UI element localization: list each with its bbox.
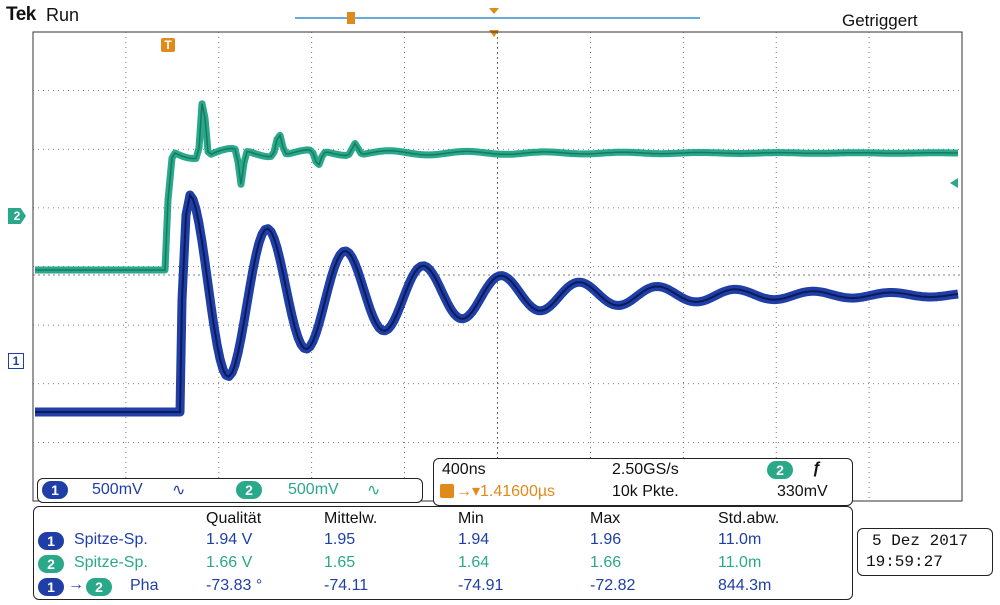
header-quality: Qualität [206, 510, 262, 527]
trigger-offset[interactable]: 1.41600µs [480, 483, 556, 500]
brand-tek: Tek [6, 4, 36, 25]
meas-row-2-value: 1.66 V [206, 554, 253, 571]
trigger-status-label: Getriggert [842, 11, 918, 30]
trigger-level[interactable]: 330mV [777, 483, 828, 500]
meas-row-2-name[interactable]: Spitze-Sp. [74, 554, 148, 571]
time-label: 19:59:27 [866, 553, 943, 571]
meas-row-1-value: 1.94 V [206, 531, 253, 548]
meas-row-1-std: 11.0m [718, 531, 762, 548]
brand-label: Tek [6, 4, 36, 26]
trigger-slope-icon: ƒ [812, 460, 821, 477]
ch1-badge[interactable]: 1 [42, 481, 68, 499]
meas-row-1-min: 1.94 [458, 531, 490, 548]
header-max: Max [590, 510, 621, 527]
ch2-ground-marker[interactable]: 2 [8, 208, 26, 224]
ch1-trace-core [35, 192, 959, 413]
ch1-trace-line [35, 190, 960, 417]
header-mean: Mittelw. [324, 510, 378, 527]
trigger-level-arrow[interactable] [950, 178, 958, 188]
meas-row-3-arrow-icon: → [68, 576, 84, 593]
ch2-scale[interactable]: 500mV [288, 481, 339, 498]
timebase-box[interactable]: 400ns 2.50GS/s 2 ƒ →▾ 1.41600µs 10k Pkte… [433, 458, 853, 506]
ch2-trace-line [35, 100, 959, 274]
ch2-trace-core [35, 103, 958, 271]
ch1-trace [35, 190, 960, 417]
sample-rate: 2.50GS/s [612, 461, 679, 478]
meas-row-3-value: -73.83 ° [206, 577, 263, 594]
meas-row-2-mean: 1.65 [324, 554, 356, 571]
meas-row-1-mean: 1.95 [324, 531, 356, 548]
trigger-offset-arrow-icon: →▾ [456, 483, 481, 500]
ch2-trace [35, 100, 959, 274]
meas-row-3-name[interactable]: Pha [130, 577, 159, 594]
header-std: Std.abw. [718, 510, 780, 527]
graticule-grid [33, 32, 962, 501]
meas-row-2-min: 1.64 [458, 554, 490, 571]
ch2-badge[interactable]: 2 [236, 481, 262, 499]
measurements-box[interactable]: Qualität Mittelw. Min Max Std.abw. 1 Spi… [33, 506, 853, 600]
trigger-status: Getriggert [842, 11, 918, 31]
meas-row-1-name[interactable]: Spitze-Sp. [74, 531, 148, 548]
ch1-scale[interactable]: 500mV [92, 481, 143, 498]
time-per-div[interactable]: 400ns [442, 461, 486, 478]
meas-row-3-std: 844.3m [718, 577, 772, 594]
meas-row-2-max: 1.66 [590, 554, 622, 571]
meas-row-3-min: -74.91 [458, 577, 504, 594]
record-view-marker[interactable] [347, 12, 355, 24]
ch1-coupling-icon: ∿ [172, 482, 186, 499]
meas-row-3-source-badge[interactable]: 1 [38, 578, 64, 596]
meas-row-3-source2-badge[interactable]: 2 [86, 578, 112, 596]
trigger-time-marker[interactable]: T [161, 38, 175, 52]
datetime-box: 5 Dez 2017 19:59:27 [857, 528, 993, 576]
run-state: Run [46, 5, 79, 26]
meas-row-2-source-badge[interactable]: 2 [38, 555, 64, 573]
channel-scale-box[interactable]: 1 500mV ∿ 2 500mV ∿ [37, 478, 423, 503]
ch1-ground-marker[interactable]: 1 [8, 353, 24, 369]
trigger-source-badge[interactable]: 2 [767, 461, 793, 479]
trigger-time-marker-label: T [164, 38, 172, 52]
ch2-marker-label: 2 [13, 209, 21, 223]
ch2-coupling-icon: ∿ [367, 482, 381, 499]
meas-row-1-source-badge[interactable]: 1 [38, 532, 64, 550]
ch1-marker-label: 1 [12, 354, 20, 368]
record-length[interactable]: 10k Pkte. [612, 483, 679, 500]
trigger-offset-icon [440, 484, 454, 498]
trigger-position-marker-top [489, 8, 499, 14]
meas-row-3-max: -72.82 [590, 577, 636, 594]
meas-row-1-max: 1.96 [590, 531, 622, 548]
meas-row-2-std: 11.0m [718, 554, 762, 571]
header-min: Min [458, 510, 484, 527]
date-label: 5 Dez 2017 [872, 532, 969, 550]
meas-row-3-mean: -74.11 [324, 577, 369, 594]
run-state-label: Run [46, 5, 80, 25]
